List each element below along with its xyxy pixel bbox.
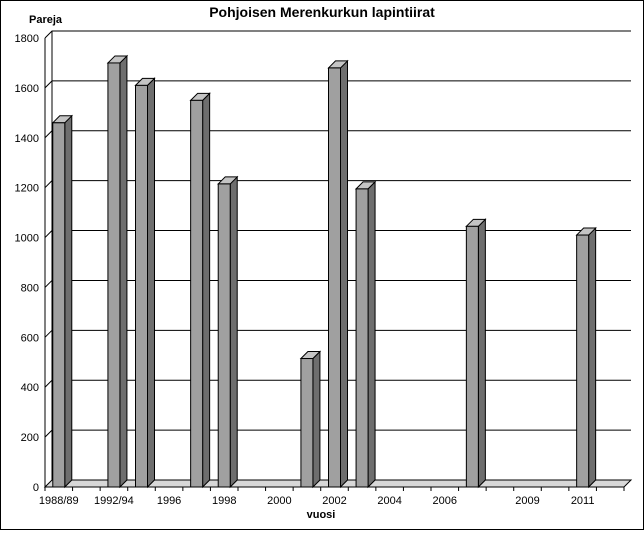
bar-front — [190, 99, 204, 488]
x-tick-label: 1998 — [212, 495, 236, 507]
x-tick-label: 1992/94 — [94, 495, 134, 507]
x-tick-label: 1996 — [157, 495, 181, 507]
x-tick-label: 2002 — [322, 495, 346, 507]
bar-side — [229, 175, 238, 489]
y-tick-label: 400 — [21, 382, 39, 394]
gridline — [44, 30, 631, 39]
bar-front — [465, 225, 479, 488]
bar-front — [107, 62, 121, 488]
bar-side — [588, 226, 597, 489]
y-tick-label: 1000 — [15, 233, 39, 245]
x-axis-label: vuosi — [307, 509, 336, 521]
bar — [51, 114, 73, 489]
bar-front — [328, 67, 341, 488]
bar-front — [300, 358, 314, 488]
bar-front — [135, 84, 148, 488]
x-tick-label: 1988/89 — [39, 495, 79, 507]
y-tick-label: 600 — [21, 332, 39, 344]
y-tick-label: 800 — [21, 282, 39, 294]
bar — [354, 180, 377, 489]
x-tick-label: 2009 — [515, 495, 539, 507]
y-tick-label: 1200 — [15, 183, 39, 195]
y-tick-label: 1600 — [15, 83, 39, 95]
bar-front — [355, 188, 369, 488]
x-tick-label: 2006 — [433, 495, 457, 507]
bar — [134, 77, 156, 489]
bar-side — [64, 114, 73, 489]
bar — [299, 350, 322, 489]
bar-front — [576, 234, 590, 488]
bar — [189, 92, 211, 489]
x-tick-label: 2000 — [267, 495, 291, 507]
chart-title: Pohjoisen Merenkurkun lapintiirat — [209, 4, 435, 20]
bar — [575, 226, 597, 489]
bar-front — [52, 122, 66, 488]
y-tick-label: 1800 — [15, 33, 39, 45]
y-tick-label: 0 — [33, 482, 39, 494]
bar-front — [217, 183, 231, 488]
bar — [217, 175, 239, 489]
y-axis-label: Pareja — [29, 14, 63, 26]
bar — [327, 59, 349, 489]
bar-side — [367, 180, 376, 489]
x-tick-label: 2004 — [377, 495, 401, 507]
bar-side — [312, 350, 321, 489]
y-tick-label: 200 — [21, 432, 39, 444]
x-tick-label: 2011 — [571, 495, 595, 507]
y-tick-label: 1400 — [15, 133, 39, 145]
bar-side — [477, 218, 486, 489]
bar-side — [119, 54, 128, 489]
bar — [106, 54, 129, 489]
bar — [465, 218, 487, 489]
bar-side — [340, 59, 348, 489]
bar-side — [202, 92, 211, 489]
bar-side — [147, 77, 155, 489]
